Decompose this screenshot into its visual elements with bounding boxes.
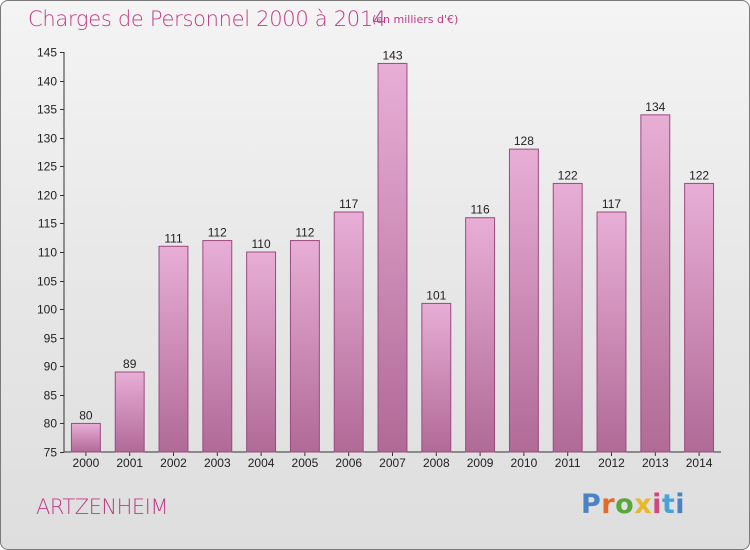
y-tick-label: 80 <box>44 417 58 431</box>
data-label: 112 <box>208 226 227 240</box>
bar <box>158 245 189 453</box>
y-tick-label: 95 <box>44 332 58 346</box>
x-tick-label: 2009 <box>467 456 494 470</box>
data-label: 80 <box>79 408 93 422</box>
data-label: 110 <box>252 237 271 251</box>
data-label: 122 <box>558 168 578 182</box>
y-tick-label: 120 <box>37 189 57 203</box>
proxiti-logo: Proxiti <box>581 489 685 520</box>
bar <box>465 217 496 453</box>
x-tick-label: 2005 <box>292 456 319 470</box>
bar <box>596 211 627 453</box>
logo-letter: r <box>601 489 616 520</box>
x-tick-label: 2001 <box>116 456 143 470</box>
bar <box>684 182 715 453</box>
y-tick-label: 105 <box>37 275 57 289</box>
logo-letter: o <box>615 489 635 520</box>
bar <box>508 148 539 453</box>
logo-letter: i <box>675 489 686 520</box>
data-label: 117 <box>339 197 358 211</box>
chart-subtitle: (en milliers d'€) <box>372 13 459 26</box>
bar <box>640 114 671 453</box>
logo-letter: i <box>652 489 662 520</box>
x-tick-label: 2010 <box>511 456 538 470</box>
bar <box>421 302 452 453</box>
data-label: 122 <box>689 168 709 182</box>
x-tick-label: 2006 <box>335 456 362 470</box>
data-label: 89 <box>123 357 137 371</box>
bars <box>70 62 715 453</box>
y-tick-label: 140 <box>37 75 57 89</box>
x-tick-label: 2008 <box>423 456 450 470</box>
x-tick-label: 2003 <box>204 456 231 470</box>
data-label: 111 <box>164 231 183 245</box>
bar <box>333 211 364 453</box>
y-tick-label: 130 <box>37 132 57 146</box>
data-label: 134 <box>645 100 665 114</box>
bar <box>70 422 101 453</box>
x-tick-label: 2007 <box>379 456 406 470</box>
data-label: 112 <box>295 226 314 240</box>
y-tick-label: 145 <box>37 46 57 60</box>
bar <box>202 240 233 453</box>
y-tick-label: 110 <box>38 246 57 260</box>
axes: 75 80 85 90 95 100 105 110 115 120 125 130 135 140 145 <box>37 46 721 460</box>
y-tick-label: 100 <box>37 303 57 317</box>
y-tick-label: 125 <box>37 160 57 174</box>
x-tick-label: 2011 <box>555 456 581 470</box>
x-tick-label: 2013 <box>642 456 669 470</box>
bar <box>377 62 408 453</box>
chart-title: Charges de Personnel 2000 à 2014 <box>28 7 386 31</box>
data-label: 128 <box>514 134 534 148</box>
y-tick-label: 135 <box>37 103 57 117</box>
x-tick-label: 2004 <box>248 456 275 470</box>
municipality-name: ARTZENHEIM <box>36 495 169 519</box>
logo-letter: P <box>581 489 602 520</box>
bar <box>289 240 320 453</box>
logo-letter: t <box>661 489 676 520</box>
logo-letter: x <box>634 489 653 520</box>
y-tick-label: 115 <box>38 217 57 231</box>
y-tick-label: 90 <box>44 360 58 374</box>
data-label: 143 <box>382 48 402 62</box>
labels: 2000 80 2001 89 2002 111 2003 112 2004 110 2005 112… <box>73 48 713 470</box>
data-label: 117 <box>602 197 621 211</box>
data-label: 116 <box>471 203 490 217</box>
x-tick-label: 2012 <box>598 456 625 470</box>
bar <box>552 182 583 453</box>
data-label: 101 <box>426 288 446 302</box>
bar <box>246 251 277 453</box>
y-tick-label: 75 <box>44 446 58 460</box>
x-tick-label: 2014 <box>686 456 713 470</box>
x-tick-label: 2000 <box>73 456 100 470</box>
bar <box>114 371 145 453</box>
x-tick-label: 2002 <box>160 456 187 470</box>
y-tick-label: 85 <box>44 389 58 403</box>
